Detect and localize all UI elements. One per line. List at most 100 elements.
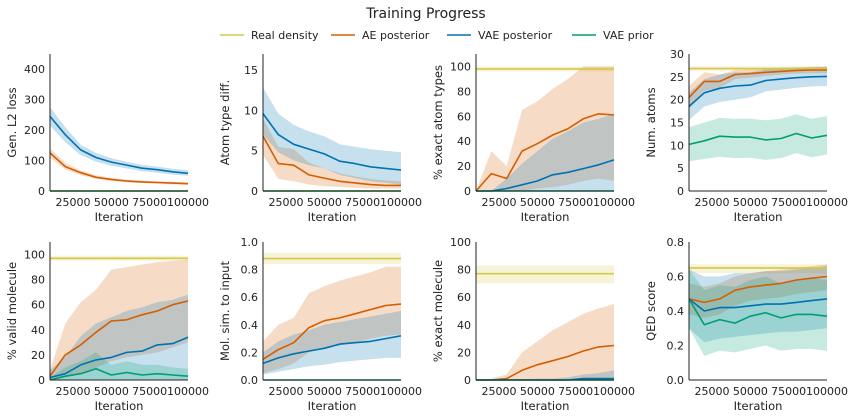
y-tick-label: 100 — [450, 236, 471, 249]
y-tick-label: 20 — [31, 349, 45, 362]
line-ae-posterior — [688, 69, 827, 98]
y-tick-label: 0.8 — [667, 236, 685, 249]
x-tick-label: 75000 — [771, 196, 806, 209]
band-vae-prior — [689, 269, 827, 356]
y-tick-label: 80 — [31, 274, 45, 287]
x-axis-label: Iteration — [521, 210, 570, 224]
y-tick-label: 0 — [38, 374, 45, 387]
y-tick-label: 80 — [457, 264, 471, 277]
y-tick-label: 10 — [244, 104, 258, 117]
y-tick-label: 0.2 — [667, 340, 685, 353]
panel-gen-l2-loss: 25000 50000 75000 100000 0 100 200 300 400 Iterat… — [5, 54, 209, 224]
panels: 25000 50000 75000 1000000100200300400Iterat… — [5, 48, 848, 413]
band-vae-posterior — [476, 113, 614, 191]
band-vae-posterior — [50, 294, 188, 380]
band-ae-posterior — [689, 264, 827, 318]
y-axis-label: Gen. L2 loss — [5, 87, 19, 157]
x-tick-label: 50000 — [733, 196, 768, 209]
line-ae-posterior — [49, 300, 189, 377]
y-tick-label: 60 — [31, 299, 45, 312]
line-ae-posterior — [688, 275, 828, 304]
panel-qed-score: 25000 50000 75000 100000 0.0 0.2 0.4 0.6 0.8 Iter… — [644, 236, 848, 413]
x-tick-label: 50000 — [733, 385, 768, 398]
y-axis-label: % valid molecule — [5, 262, 19, 360]
line-ae-posterior — [262, 303, 402, 360]
y-tick-label: 1.0 — [241, 236, 259, 249]
x-tick-label: 75000 — [558, 385, 593, 398]
x-tick-label: 75000 — [132, 385, 167, 398]
y-tick-label: 100 — [24, 249, 45, 262]
panel-atom-type-diff: 25000 50000 75000 100000 0 5 10 15 Iteration Atom… — [218, 54, 422, 224]
panel-mol-sim-to-input: 25000 50000 75000 100000 0.0 0.2 0.4 0.6 0.8 1.0 I… — [218, 236, 422, 413]
panel-valid-molecule: 25000 50000 75000 100000 0 20 40 60 80 100 Iterati… — [5, 242, 209, 413]
y-axis-label: % exact molecule — [431, 260, 445, 362]
x-tick-label: 75000 — [132, 196, 167, 209]
band-ae-posterior — [476, 66, 614, 191]
band-vae-posterior — [263, 87, 401, 185]
y-tick-label: 0.2 — [241, 346, 259, 359]
y-tick-label: 0 — [677, 185, 684, 198]
x-tick-label: 100000 — [806, 385, 848, 398]
x-tick-label: 75000 — [345, 385, 380, 398]
y-tick-label: 200 — [24, 124, 45, 137]
panel-num-atoms: 25000 50000 75000 100000 0 5 10 15 20 25 30 Iterati… — [644, 48, 848, 224]
band-vae-posterior — [263, 311, 401, 375]
y-tick-label: 0.4 — [241, 319, 259, 332]
line-vae-posterior — [262, 113, 402, 171]
y-tick-label: 0.6 — [241, 291, 259, 304]
x-tick-label: 75000 — [345, 196, 380, 209]
y-tick-label: 0.8 — [241, 264, 259, 277]
x-tick-label: 25000 — [482, 196, 517, 209]
y-tick-label: 60 — [457, 291, 471, 304]
y-tick-label: 0.4 — [667, 305, 685, 318]
y-tick-label: 20 — [457, 346, 471, 359]
x-tick-label: 25000 — [269, 196, 304, 209]
y-axis-label: QED score — [644, 281, 658, 341]
x-tick-label: 75000 — [771, 385, 806, 398]
band-vae-posterior — [476, 370, 614, 380]
y-tick-label: 100 — [24, 155, 45, 168]
panel-exact-molecule: 25000 50000 75000 100000 0 20 40 60 80 100 Iterati… — [431, 236, 635, 413]
y-tick-label: 60 — [457, 110, 471, 123]
y-tick-label: 100 — [450, 60, 471, 73]
x-axis-label: Iteration — [308, 210, 357, 224]
line-vae-posterior — [262, 335, 402, 365]
y-tick-label: 40 — [457, 319, 471, 332]
y-axis-label: Mol. sim. to input — [218, 261, 232, 361]
band-ae-posterior — [263, 118, 401, 189]
line-vae-prior — [688, 298, 828, 326]
x-axis-label: Iteration — [734, 399, 783, 413]
x-tick-label: 100000 — [806, 196, 848, 209]
x-tick-label: 25000 — [56, 196, 91, 209]
y-tick-label: 5 — [251, 145, 258, 158]
x-tick-label: 25000 — [269, 385, 304, 398]
y-tick-label: 0 — [464, 374, 471, 387]
x-tick-label: 25000 — [695, 196, 730, 209]
y-tick-label: 300 — [24, 94, 45, 107]
y-tick-label: 0.0 — [241, 374, 259, 387]
panel-exact-atom-types: 25000 50000 75000 100000 0 20 40 60 80 100 Iterati… — [431, 54, 635, 224]
band-ae-posterior — [476, 304, 614, 380]
x-tick-label: 50000 — [307, 196, 342, 209]
legend-label-vae-prior: VAE prior — [603, 29, 654, 42]
y-tick-label: 0 — [251, 185, 258, 198]
y-tick-label: 0.0 — [667, 374, 685, 387]
x-tick-label: 100000 — [380, 385, 422, 398]
line-ae-posterior — [262, 135, 401, 187]
x-tick-label: 25000 — [695, 385, 730, 398]
line-vae-prior — [688, 132, 828, 146]
line-vae-posterior — [49, 115, 189, 175]
y-tick-label: 0 — [464, 185, 471, 198]
y-tick-label: 80 — [457, 85, 471, 98]
legend-label-vae-posterior: VAE posterior — [478, 29, 553, 42]
x-tick-label: 50000 — [520, 196, 555, 209]
figure-title: Training Progress — [365, 6, 485, 22]
y-axis-label: Atom type diff. — [218, 80, 232, 166]
y-tick-label: 25 — [670, 71, 684, 84]
x-tick-label: 50000 — [94, 196, 129, 209]
y-axis-label: % exact atom types — [431, 65, 445, 180]
x-axis-label: Iteration — [734, 210, 783, 224]
y-tick-label: 20 — [670, 94, 684, 107]
line-ae-posterior — [49, 152, 189, 185]
